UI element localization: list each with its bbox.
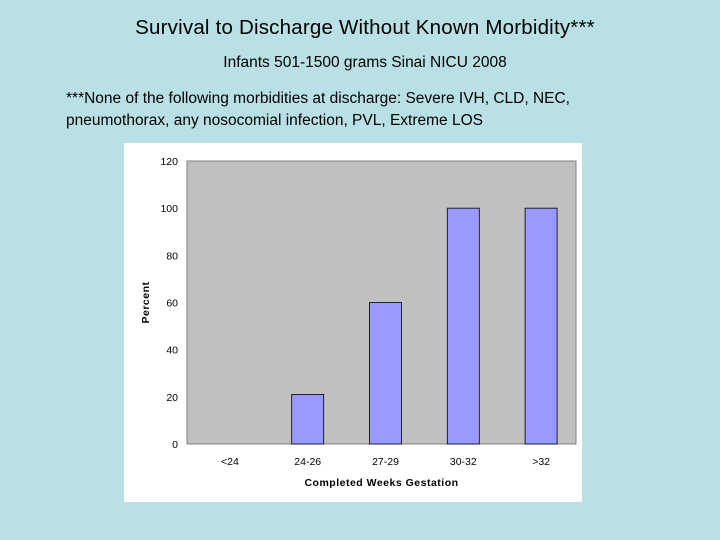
x-tick-label: 30-32 — [450, 456, 477, 468]
y-tick-label: 40 — [166, 345, 178, 357]
bar-chart: 0 20 40 60 80 100 120 <24 24-26 27-29 30-32 >32 Pe… — [140, 156, 577, 489]
chart-area: 0 20 40 60 80 100 120 <24 24-26 27-29 30-32 >32 Pe… — [124, 143, 582, 502]
bars-group — [291, 207, 558, 445]
slide-title: Survival to Discharge Without Known Morb… — [135, 16, 595, 39]
bar-1 — [291, 394, 325, 445]
y-tick-label: 20 — [166, 392, 178, 404]
bar-4 — [524, 207, 558, 445]
y-axis-ticks: 0 20 40 60 80 100 120 — [160, 156, 178, 451]
y-axis-title: Percent — [140, 281, 152, 323]
y-tick-label: 60 — [166, 298, 178, 310]
bar-3 — [446, 207, 480, 445]
x-tick-label: >32 — [532, 456, 550, 468]
bar-2 — [369, 302, 402, 445]
y-tick-label: 100 — [160, 203, 178, 215]
x-tick-label: <24 — [221, 456, 239, 468]
y-tick-label: 0 — [172, 439, 178, 451]
slide-subtitle: Infants 501-1500 grams Sinai NICU 2008 — [223, 54, 507, 71]
y-tick-label: 80 — [166, 250, 178, 262]
x-tick-label: 27-29 — [372, 456, 399, 468]
x-axis-title: Completed Weeks Gestation — [304, 477, 458, 489]
y-tick-label: 120 — [160, 156, 178, 168]
footnote-text: ***None of the following morbidities at … — [66, 90, 570, 129]
x-tick-label: 24-26 — [294, 456, 321, 468]
x-axis-ticks: <24 24-26 27-29 30-32 >32 — [221, 456, 550, 468]
